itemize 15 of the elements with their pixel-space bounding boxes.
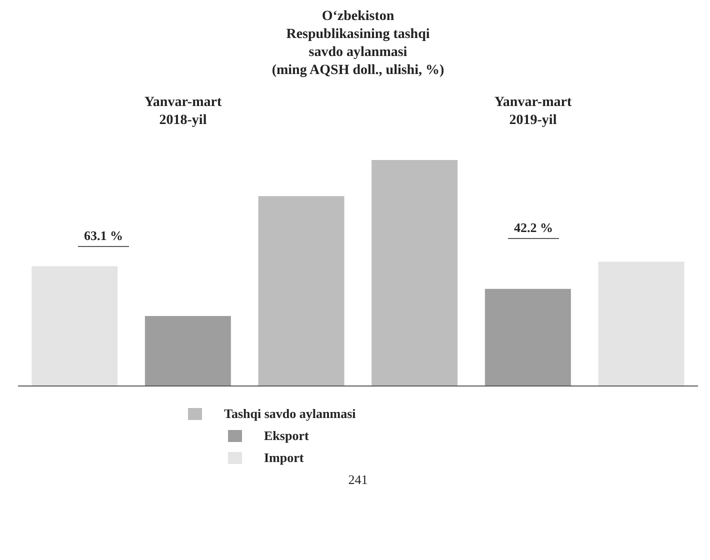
- chart-title: O‘zbekiston Respublikasining tashqi savdo aylanmasi (ming AQSH doll., ulishi, %): [270, 8, 446, 80]
- text: 241: [347, 472, 369, 488]
- bar: [484, 288, 571, 386]
- annotation: 42.2 %: [508, 220, 559, 239]
- bar: [258, 196, 344, 386]
- legend-label: Tashqi savdo aylanmasi: [224, 406, 356, 422]
- legend-label: Import: [264, 450, 304, 466]
- bar: [598, 262, 684, 386]
- text: Yanvar-mart 2018-yil: [143, 94, 223, 130]
- bar: [144, 316, 231, 386]
- bar: [32, 266, 118, 386]
- legend-label: Eksport: [264, 428, 309, 444]
- bar: [372, 160, 458, 386]
- text: Yanvar-mart 2019-yil: [493, 94, 573, 130]
- annotation: 63.1 %: [78, 228, 129, 247]
